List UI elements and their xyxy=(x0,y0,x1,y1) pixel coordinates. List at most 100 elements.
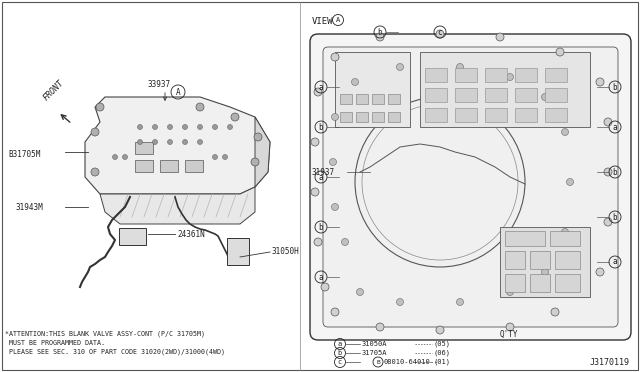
FancyBboxPatch shape xyxy=(455,88,477,102)
FancyBboxPatch shape xyxy=(160,160,178,172)
FancyBboxPatch shape xyxy=(545,68,567,82)
Circle shape xyxy=(138,125,143,129)
Circle shape xyxy=(182,140,188,144)
Circle shape xyxy=(96,103,104,111)
FancyBboxPatch shape xyxy=(515,88,537,102)
Circle shape xyxy=(561,128,568,135)
Circle shape xyxy=(91,128,99,136)
Text: a: a xyxy=(319,273,323,282)
Circle shape xyxy=(311,138,319,146)
FancyBboxPatch shape xyxy=(323,47,618,327)
Circle shape xyxy=(321,283,329,291)
Text: PLEASE SEE SEC. 310 OF PART CODE 31020(2WD)/31000(4WD): PLEASE SEE SEC. 310 OF PART CODE 31020(2… xyxy=(5,349,225,355)
Circle shape xyxy=(541,269,548,276)
FancyBboxPatch shape xyxy=(356,94,368,104)
FancyBboxPatch shape xyxy=(545,88,567,102)
FancyBboxPatch shape xyxy=(119,228,146,245)
Circle shape xyxy=(331,53,339,61)
Text: B: B xyxy=(376,359,380,365)
Text: b: b xyxy=(338,350,342,356)
FancyBboxPatch shape xyxy=(425,108,447,122)
Circle shape xyxy=(506,74,513,80)
Circle shape xyxy=(182,125,188,129)
Text: b: b xyxy=(378,28,382,36)
Text: 31705A: 31705A xyxy=(362,350,387,356)
FancyBboxPatch shape xyxy=(425,68,447,82)
Circle shape xyxy=(506,289,513,295)
Circle shape xyxy=(604,118,612,126)
Polygon shape xyxy=(500,227,590,297)
FancyBboxPatch shape xyxy=(505,274,525,292)
Polygon shape xyxy=(335,52,410,127)
Circle shape xyxy=(314,238,322,246)
Circle shape xyxy=(551,308,559,316)
Polygon shape xyxy=(100,187,255,224)
Circle shape xyxy=(596,78,604,86)
Text: 31943M: 31943M xyxy=(15,202,43,212)
Circle shape xyxy=(376,33,384,41)
Text: B31705M: B31705M xyxy=(8,150,40,158)
Circle shape xyxy=(604,218,612,226)
Circle shape xyxy=(152,140,157,144)
Circle shape xyxy=(168,140,173,144)
Text: (05): (05) xyxy=(434,341,451,347)
Circle shape xyxy=(397,298,403,305)
FancyBboxPatch shape xyxy=(530,274,550,292)
Circle shape xyxy=(376,323,384,331)
FancyBboxPatch shape xyxy=(356,112,368,122)
Text: 33937: 33937 xyxy=(148,80,171,89)
FancyBboxPatch shape xyxy=(455,68,477,82)
Text: VIEW: VIEW xyxy=(312,17,333,26)
FancyBboxPatch shape xyxy=(388,112,400,122)
Text: a: a xyxy=(612,257,618,266)
FancyBboxPatch shape xyxy=(515,108,537,122)
Text: a: a xyxy=(612,122,618,131)
Circle shape xyxy=(456,298,463,305)
Circle shape xyxy=(314,88,322,96)
Circle shape xyxy=(212,125,218,129)
Circle shape xyxy=(311,188,319,196)
Circle shape xyxy=(196,103,204,111)
Text: Q'TY: Q'TY xyxy=(500,330,518,339)
Circle shape xyxy=(251,158,259,166)
Text: a: a xyxy=(319,173,323,182)
Text: J3170119: J3170119 xyxy=(590,358,630,367)
Circle shape xyxy=(198,125,202,129)
Text: 31050H: 31050H xyxy=(272,247,300,257)
Circle shape xyxy=(198,140,202,144)
Text: b: b xyxy=(319,122,323,131)
Circle shape xyxy=(351,78,358,86)
Circle shape xyxy=(227,125,232,129)
FancyBboxPatch shape xyxy=(505,231,545,246)
Circle shape xyxy=(231,113,239,121)
FancyBboxPatch shape xyxy=(310,34,631,340)
Text: FRONT: FRONT xyxy=(42,78,66,102)
Text: b: b xyxy=(319,222,323,231)
Circle shape xyxy=(541,93,548,100)
Text: 08010-64010--: 08010-64010-- xyxy=(384,359,439,365)
Circle shape xyxy=(332,113,339,121)
FancyBboxPatch shape xyxy=(455,108,477,122)
FancyBboxPatch shape xyxy=(530,251,550,269)
Text: A: A xyxy=(336,17,340,23)
Text: A: A xyxy=(176,87,180,96)
Circle shape xyxy=(596,268,604,276)
FancyBboxPatch shape xyxy=(135,142,153,154)
FancyBboxPatch shape xyxy=(340,94,352,104)
Polygon shape xyxy=(255,117,270,187)
FancyBboxPatch shape xyxy=(505,251,525,269)
Circle shape xyxy=(330,158,337,166)
Circle shape xyxy=(342,238,349,246)
Text: c: c xyxy=(338,359,342,365)
FancyBboxPatch shape xyxy=(485,68,507,82)
FancyBboxPatch shape xyxy=(555,251,580,269)
Text: a: a xyxy=(338,341,342,347)
Text: *ATTENTION:THIS BLANK VALVE ASSY-CONT (P/C 31705M): *ATTENTION:THIS BLANK VALVE ASSY-CONT (P… xyxy=(5,331,205,337)
Circle shape xyxy=(254,133,262,141)
Polygon shape xyxy=(420,52,590,127)
FancyBboxPatch shape xyxy=(135,160,153,172)
Text: b: b xyxy=(612,83,618,92)
Text: 24361N: 24361N xyxy=(177,230,205,238)
Circle shape xyxy=(332,203,339,211)
Text: b: b xyxy=(612,167,618,176)
